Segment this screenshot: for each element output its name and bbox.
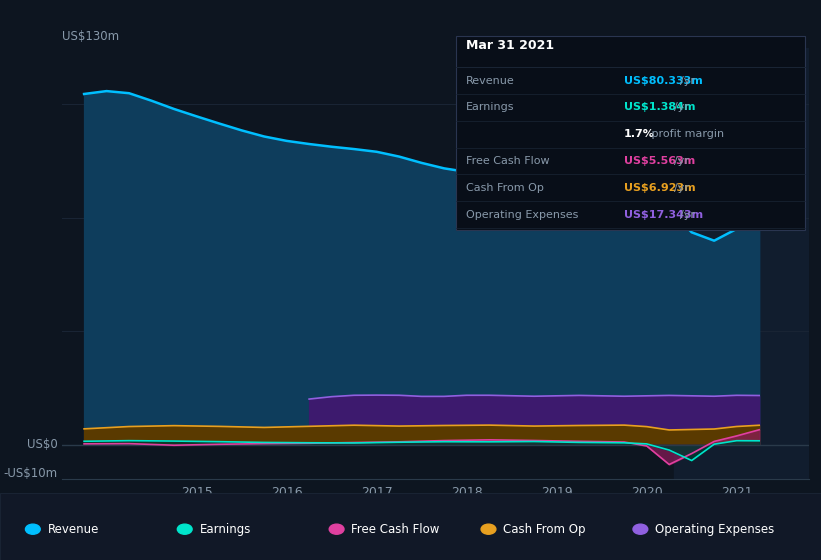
- Text: -US$10m: -US$10m: [4, 466, 57, 479]
- Text: US$17.343m: US$17.343m: [624, 209, 703, 220]
- Text: Earnings: Earnings: [200, 522, 251, 536]
- Text: Revenue: Revenue: [466, 76, 514, 86]
- Text: Mar 31 2021: Mar 31 2021: [466, 39, 553, 52]
- Text: /yr: /yr: [680, 76, 695, 86]
- Text: US$130m: US$130m: [62, 30, 119, 43]
- Text: Free Cash Flow: Free Cash Flow: [466, 156, 549, 166]
- Text: Operating Expenses: Operating Expenses: [466, 209, 578, 220]
- Text: Revenue: Revenue: [48, 522, 99, 536]
- Text: Earnings: Earnings: [466, 102, 514, 113]
- Text: US$1.384m: US$1.384m: [624, 102, 695, 113]
- Text: Free Cash Flow: Free Cash Flow: [351, 522, 440, 536]
- Text: /yr: /yr: [675, 102, 690, 113]
- Text: Cash From Op: Cash From Op: [466, 183, 544, 193]
- Text: US$0: US$0: [27, 438, 57, 451]
- Text: Cash From Op: Cash From Op: [503, 522, 585, 536]
- Text: profit margin: profit margin: [648, 129, 724, 139]
- Text: /yr: /yr: [680, 209, 695, 220]
- Text: US$6.923m: US$6.923m: [624, 183, 695, 193]
- Text: US$80.333m: US$80.333m: [624, 76, 703, 86]
- Text: US$5.563m: US$5.563m: [624, 156, 695, 166]
- Text: /yr: /yr: [675, 156, 690, 166]
- Text: /yr: /yr: [675, 183, 690, 193]
- Bar: [674, 48, 809, 479]
- Text: Operating Expenses: Operating Expenses: [655, 522, 774, 536]
- Text: 1.7%: 1.7%: [624, 129, 655, 139]
